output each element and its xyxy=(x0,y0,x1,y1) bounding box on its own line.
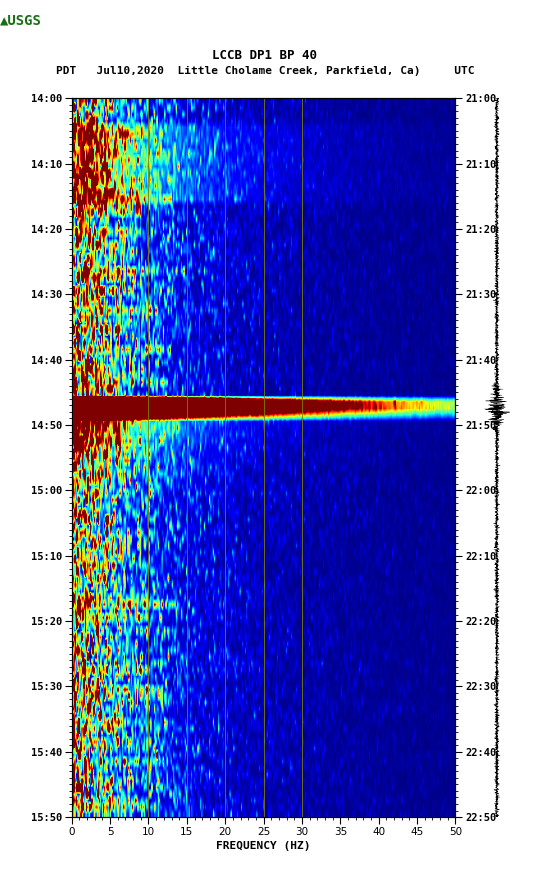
X-axis label: FREQUENCY (HZ): FREQUENCY (HZ) xyxy=(216,841,311,851)
Text: PDT   Jul10,2020  Little Cholame Creek, Parkfield, Ca)     UTC: PDT Jul10,2020 Little Cholame Creek, Par… xyxy=(56,66,474,77)
Text: ▲USGS: ▲USGS xyxy=(0,13,42,27)
Text: LCCB DP1 BP 40: LCCB DP1 BP 40 xyxy=(213,49,317,62)
